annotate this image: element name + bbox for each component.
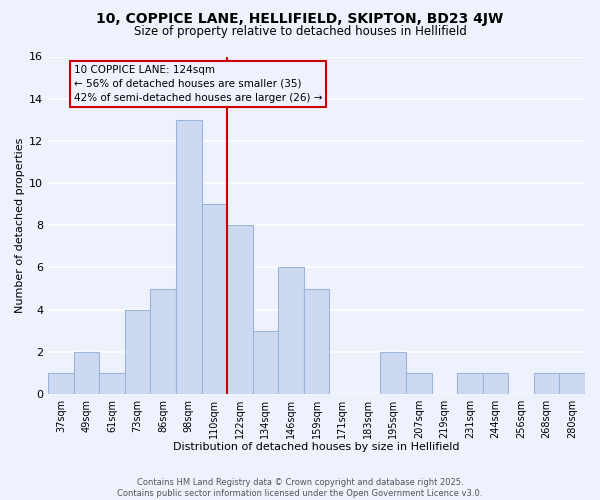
Bar xyxy=(253,331,278,394)
X-axis label: Distribution of detached houses by size in Hellifield: Distribution of detached houses by size … xyxy=(173,442,460,452)
Bar xyxy=(534,373,559,394)
Bar xyxy=(406,373,431,394)
Bar xyxy=(99,373,125,394)
Bar xyxy=(457,373,483,394)
Bar xyxy=(483,373,508,394)
Bar xyxy=(380,352,406,394)
Bar xyxy=(559,373,585,394)
Bar xyxy=(74,352,99,394)
Bar xyxy=(278,268,304,394)
Bar xyxy=(48,373,74,394)
Bar xyxy=(151,288,176,394)
Bar xyxy=(304,288,329,394)
Bar xyxy=(176,120,202,394)
Bar xyxy=(202,204,227,394)
Text: 10 COPPICE LANE: 124sqm
← 56% of detached houses are smaller (35)
42% of semi-de: 10 COPPICE LANE: 124sqm ← 56% of detache… xyxy=(74,65,322,103)
Text: 10, COPPICE LANE, HELLIFIELD, SKIPTON, BD23 4JW: 10, COPPICE LANE, HELLIFIELD, SKIPTON, B… xyxy=(97,12,503,26)
Text: Size of property relative to detached houses in Hellifield: Size of property relative to detached ho… xyxy=(134,25,466,38)
Y-axis label: Number of detached properties: Number of detached properties xyxy=(15,138,25,313)
Text: Contains HM Land Registry data © Crown copyright and database right 2025.
Contai: Contains HM Land Registry data © Crown c… xyxy=(118,478,482,498)
Bar xyxy=(227,226,253,394)
Bar xyxy=(125,310,151,394)
